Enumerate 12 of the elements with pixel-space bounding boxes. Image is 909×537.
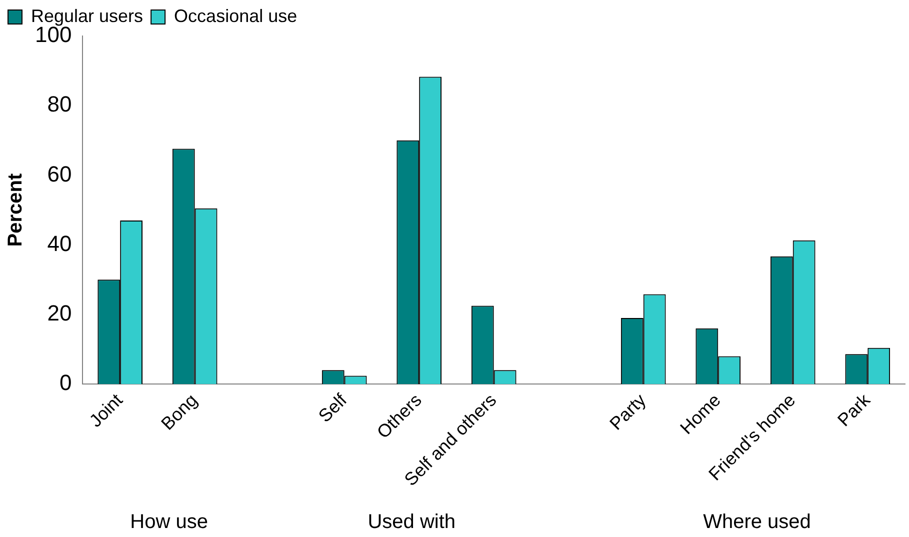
legend-label: Occasional use [174, 6, 298, 26]
text: Where used [703, 511, 811, 533]
y-axis-title: Percent [4, 173, 27, 247]
legend-label: Regular users [31, 6, 144, 26]
y-tick-label: 80 [47, 92, 72, 117]
text: Used with [368, 511, 456, 533]
y-tick-label: 40 [47, 230, 72, 256]
y-tick-label: 0 [59, 370, 72, 396]
x-tick-label: Self [314, 389, 352, 426]
y-tick-label: 60 [47, 161, 72, 186]
text: How use [130, 511, 208, 533]
y-tick-label: 20 [47, 300, 72, 326]
